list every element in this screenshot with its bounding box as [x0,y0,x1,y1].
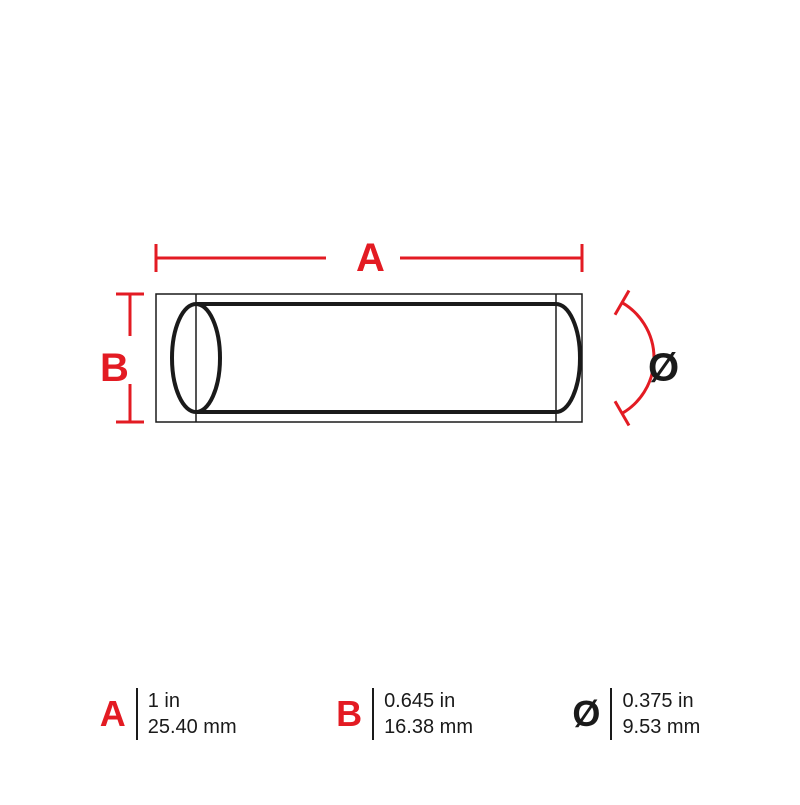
legend-values-b: 0.645 in 16.38 mm [372,688,473,740]
dimension-label-b: B [100,346,129,391]
legend-a-mm: 25.40 mm [148,714,237,740]
legend-letter-b: B [336,693,362,735]
legend-letter-a: A [100,693,126,735]
legend-a-inches: 1 in [148,688,237,714]
legend-item-a: A 1 in 25.40 mm [100,688,237,740]
legend-values-a: 1 in 25.40 mm [136,688,237,740]
legend-letter-diameter: Ø [572,693,600,735]
legend-b-mm: 16.38 mm [384,714,473,740]
dimension-label-diameter: Ø [648,346,679,391]
legend-d-mm: 9.53 mm [622,714,700,740]
dimension-legend: A 1 in 25.40 mm B 0.645 in 16.38 mm Ø 0.… [0,688,800,740]
legend-item-b: B 0.645 in 16.38 mm [336,688,473,740]
diagram-canvas: A B Ø A 1 in 25.40 mm B 0.645 in 16.38 m… [0,0,800,800]
legend-item-diameter: Ø 0.375 in 9.53 mm [572,688,700,740]
legend-b-inches: 0.645 in [384,688,473,714]
dimension-label-a: A [356,236,385,281]
legend-d-inches: 0.375 in [622,688,700,714]
legend-values-diameter: 0.375 in 9.53 mm [610,688,700,740]
technical-drawing-svg [0,0,800,800]
